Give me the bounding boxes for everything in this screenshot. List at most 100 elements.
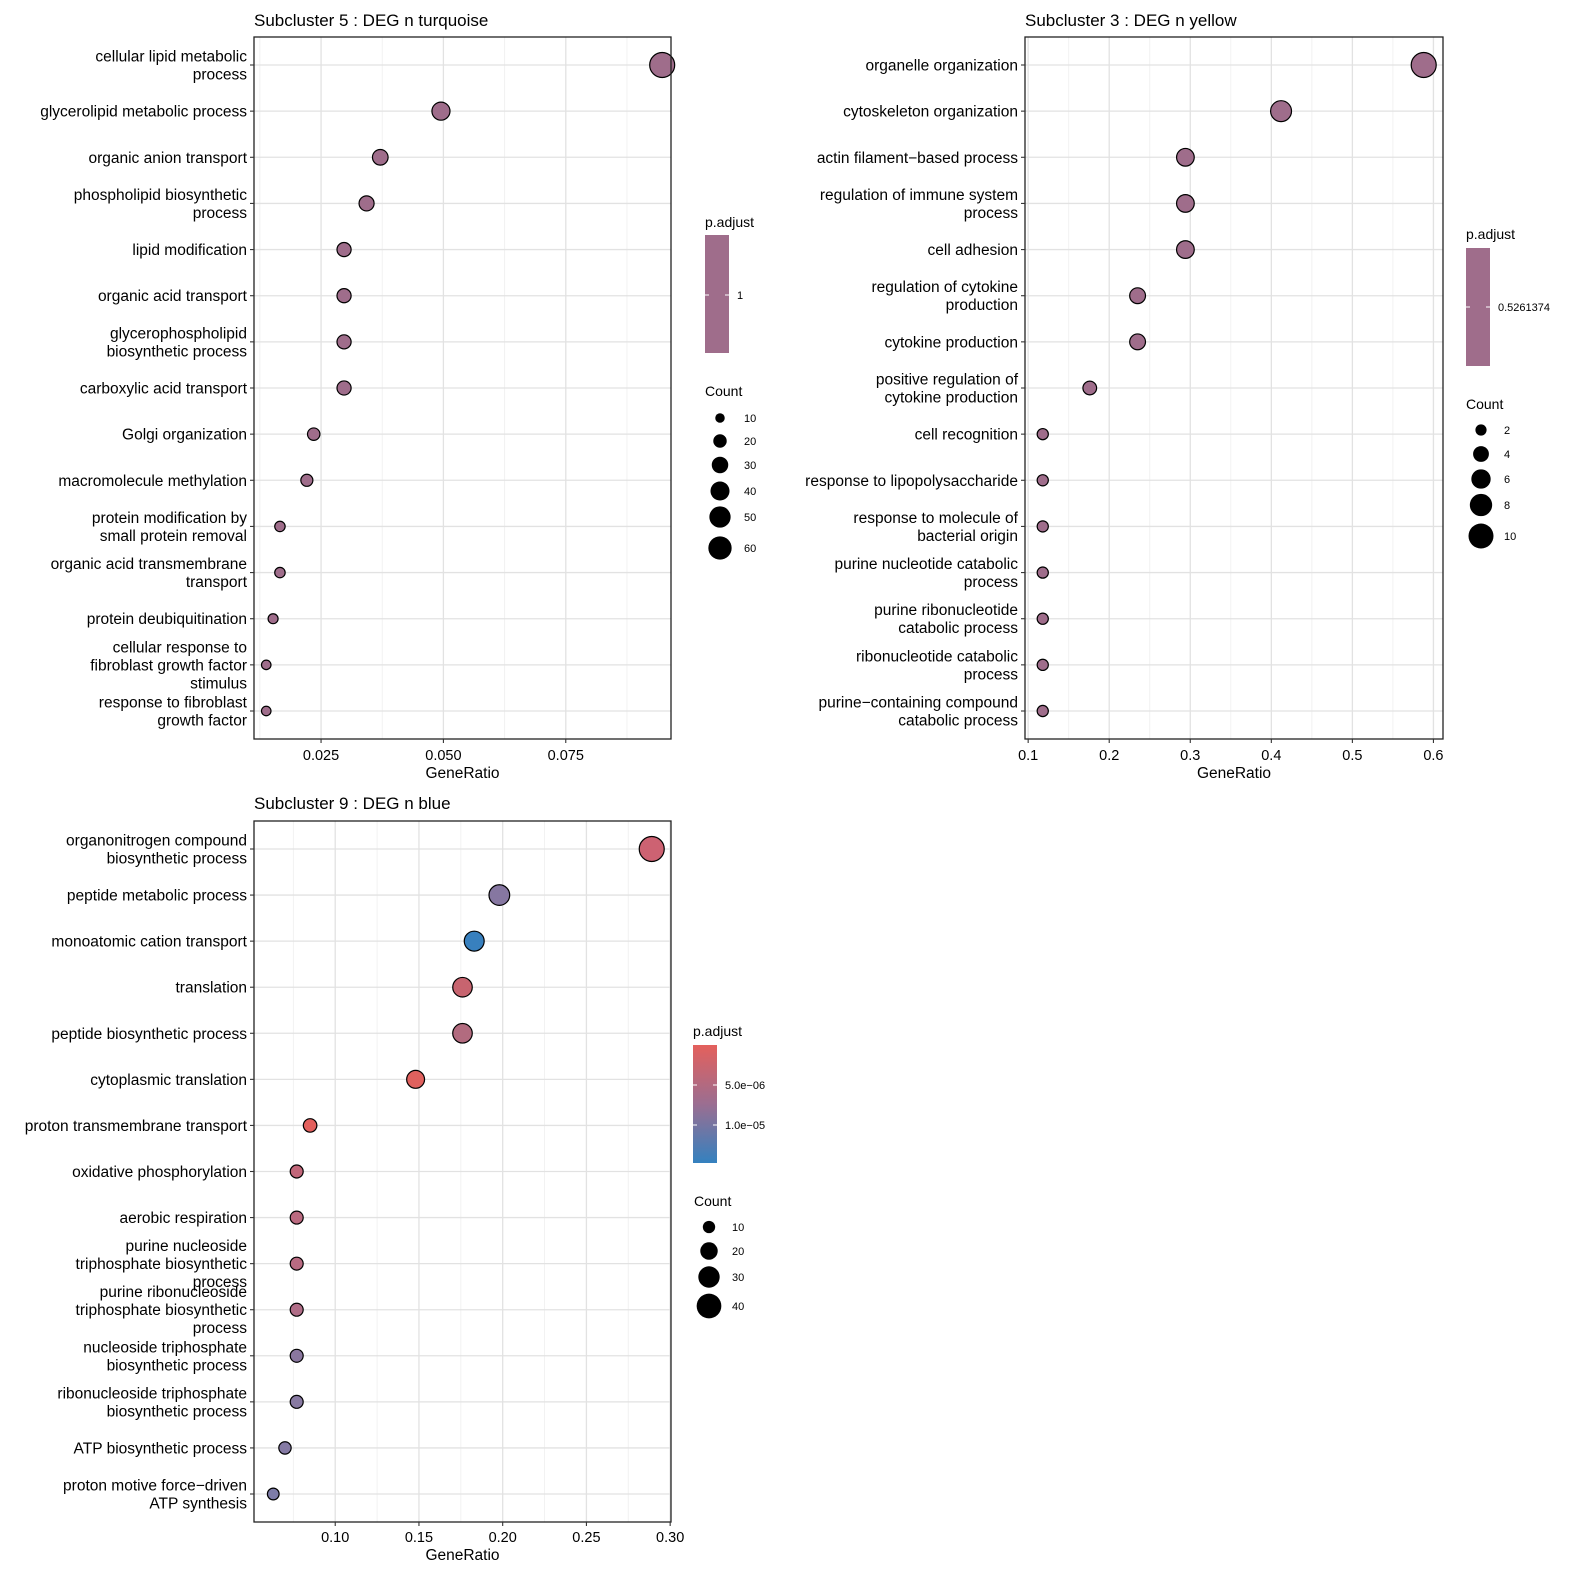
- data-point: [289, 1256, 304, 1271]
- data-point: [1082, 380, 1098, 396]
- panel-2: Subcluster 3 : DEG n yellow organelle org…: [805, 11, 1550, 782]
- x-tick-label: 0.20: [489, 1530, 517, 1546]
- size-legend-key: [709, 506, 731, 528]
- color-legend: p.adjust 0.5261374: [1466, 226, 1550, 366]
- y-tick-label: peptide biosynthetic process: [51, 1026, 247, 1043]
- y-tick-label-line: glycerophospholipid: [110, 325, 247, 342]
- y-tick-label-line: regulation of immune system: [820, 187, 1018, 204]
- data-point: [260, 705, 272, 717]
- y-tick-label: purine nucleotide catabolic process: [834, 556, 1018, 591]
- size-legend-label: 20: [744, 436, 756, 448]
- size-legend-key: [711, 456, 729, 474]
- y-tick-label-line: response to lipopolysaccharide: [805, 473, 1018, 490]
- y-tick-label-line: ATP synthesis: [149, 1496, 247, 1513]
- y-tick-label: actin filament−based process: [817, 150, 1018, 167]
- size-legend-title: Count: [694, 1193, 731, 1209]
- size-legend-label: 40: [732, 1301, 744, 1313]
- size-legend-label: 4: [1504, 449, 1510, 461]
- size-legend-key: [1475, 424, 1487, 436]
- data-point: [1269, 100, 1293, 123]
- y-tick-label: nucleoside triphosphate biosynthetic proc…: [83, 1339, 247, 1374]
- data-point: [1175, 240, 1195, 260]
- size-legend: Count 10 20 30 40 50 60: [705, 383, 756, 560]
- y-tick-label-line: organic anion transport: [88, 150, 247, 167]
- y-tick-label-line: purine−containing compound: [819, 695, 1019, 712]
- size-legend-label: 10: [744, 413, 756, 425]
- data-point: [306, 427, 321, 441]
- size-legend-key: [702, 1220, 716, 1234]
- data-point: [463, 930, 485, 952]
- size-legend-key: [713, 434, 727, 448]
- y-tick-label: ribonucleotide catabolic process: [856, 648, 1018, 683]
- y-tick-label-line: positive regulation of: [876, 372, 1019, 389]
- y-tick-label-line: cytoskeleton organization: [843, 104, 1018, 121]
- y-tick-label-line: biosynthetic process: [107, 1357, 248, 1374]
- data-point: [452, 1022, 473, 1044]
- y-tick-label: glycerophospholipid biosynthetic process: [107, 325, 248, 360]
- y-tick-label-line: ribonucleoside triphosphate: [57, 1385, 247, 1402]
- y-tick-label: positive regulation of cytokine productio…: [876, 372, 1019, 407]
- points: [260, 51, 676, 717]
- panel-title: Subcluster 5 : DEG n turquoise: [254, 11, 488, 30]
- data-point: [1036, 658, 1049, 672]
- color-legend-title: p.adjust: [1466, 226, 1515, 242]
- y-tick-label-line: organic acid transmembrane: [51, 556, 247, 573]
- y-tick-label-line: cytoplasmic translation: [90, 1072, 247, 1089]
- data-point: [289, 1164, 304, 1179]
- data-point: [1410, 51, 1437, 79]
- panel-title: Subcluster 3 : DEG n yellow: [1025, 11, 1237, 30]
- data-point: [1175, 147, 1195, 167]
- y-tick-label: carboxylic acid transport: [80, 381, 248, 398]
- size-legend-key: [698, 1266, 720, 1288]
- color-legend: p.adjust 5.0e−06 1.0e−05: [693, 1023, 765, 1163]
- panel-title: Subcluster 9 : DEG n blue: [254, 794, 451, 813]
- x-tick-label: 0.10: [321, 1530, 349, 1546]
- x-axis: 0.10 0.15 0.20 0.25 0.30 GeneRatio: [321, 1522, 684, 1564]
- color-legend-label: 5.0e−06: [725, 1080, 765, 1092]
- y-tick-label-line: carboxylic acid transport: [80, 381, 248, 398]
- y-tick-label: cell adhesion: [928, 242, 1018, 259]
- y-tick-label-line: process: [193, 1274, 248, 1291]
- data-point: [336, 241, 352, 258]
- y-tick-label-line: aerobic respiration: [119, 1210, 247, 1227]
- y-tick-label-line: ribonucleotide catabolic: [856, 648, 1018, 665]
- y-tick-label: cytoplasmic translation: [90, 1072, 247, 1089]
- gridlines: [1025, 37, 1443, 739]
- y-tick-label-line: biosynthetic process: [107, 851, 248, 868]
- y-tick-label: organic acid transmembrane transport: [51, 556, 248, 591]
- data-point: [406, 1069, 426, 1089]
- x-tick-label: 0.30: [656, 1530, 684, 1546]
- y-tick-label-line: cellular response to: [113, 639, 247, 656]
- y-tick-label-line: purine ribonucleotide: [874, 602, 1018, 619]
- data-point: [300, 473, 314, 487]
- y-tick-label-line: bacterial origin: [917, 528, 1018, 545]
- y-tick-label-line: phospholipid biosynthetic: [74, 187, 247, 204]
- size-legend-label: 2: [1504, 425, 1510, 437]
- data-point: [289, 1302, 304, 1317]
- y-tick-label-line: oxidative phosphorylation: [72, 1164, 247, 1181]
- y-tick-label-line: cell adhesion: [928, 242, 1018, 259]
- y-tick-label: organonitrogen compound biosynthetic proc…: [66, 833, 247, 868]
- data-point: [289, 1394, 304, 1409]
- y-tick-label-line: process: [964, 574, 1019, 591]
- data-point: [1036, 474, 1049, 487]
- size-legend-key: [710, 481, 730, 501]
- x-tick-label: 0.25: [572, 1530, 600, 1546]
- color-legend-label: 1.0e−05: [725, 1120, 765, 1132]
- y-tick-label: purine ribonucleoside triphosphate biosyn…: [76, 1284, 248, 1337]
- y-tick-label: glycerolipid metabolic process: [40, 104, 247, 121]
- size-legend: Count 2 4 6 8 10: [1466, 396, 1516, 549]
- size-legend-label: 30: [732, 1272, 744, 1284]
- y-tick-label-line: Golgi organization: [122, 427, 247, 444]
- y-tick-label-line: organelle organization: [865, 58, 1018, 75]
- y-tick-label: ATP biosynthetic process: [74, 1440, 248, 1457]
- y-tick-label: cellular response to fibroblast growth fa…: [90, 639, 247, 692]
- x-tick-label: 0.050: [425, 748, 461, 764]
- data-point: [1036, 520, 1049, 533]
- data-point: [274, 566, 286, 579]
- data-point: [336, 334, 352, 350]
- y-tick-label-line: glycerolipid metabolic process: [40, 104, 247, 121]
- x-axis-label: GeneRatio: [425, 1547, 499, 1564]
- size-legend-key: [1469, 493, 1493, 517]
